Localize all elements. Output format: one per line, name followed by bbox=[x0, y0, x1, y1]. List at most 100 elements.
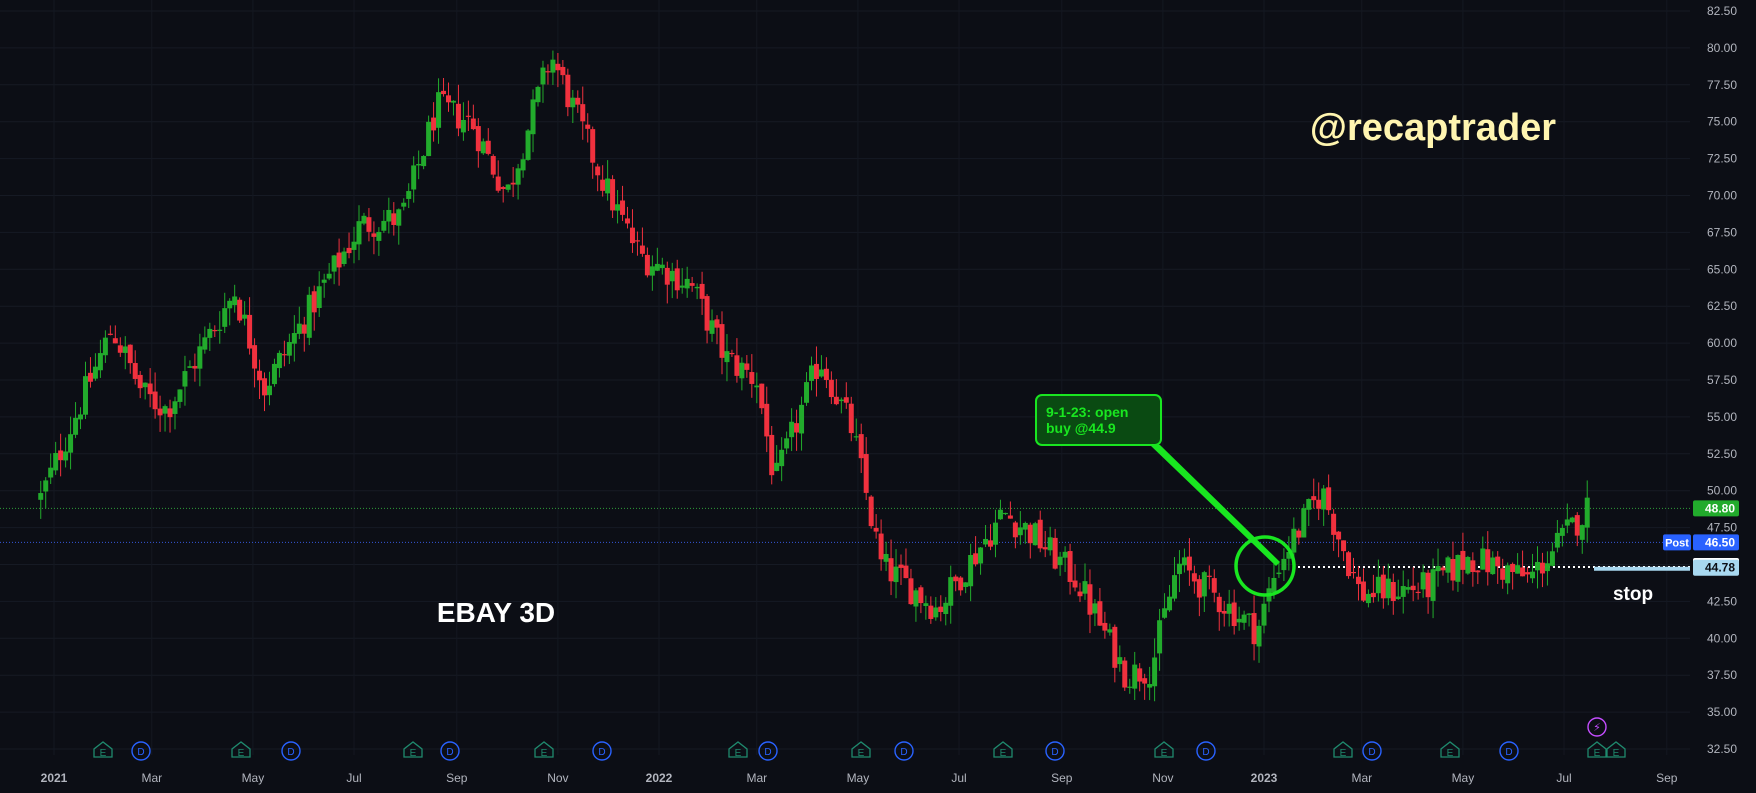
candle-body[interactable] bbox=[455, 103, 461, 129]
candle-body[interactable] bbox=[515, 168, 521, 185]
candle-body[interactable] bbox=[535, 86, 541, 103]
candle-body[interactable] bbox=[465, 115, 471, 117]
candle-body[interactable] bbox=[450, 100, 456, 103]
candle-body[interactable] bbox=[48, 467, 54, 478]
candle-body[interactable] bbox=[1296, 530, 1302, 538]
candle-body[interactable] bbox=[734, 355, 740, 376]
candle-body[interactable] bbox=[1082, 581, 1088, 594]
candle-body[interactable] bbox=[92, 366, 98, 379]
candle-body[interactable] bbox=[590, 129, 596, 163]
candle-body[interactable] bbox=[1117, 657, 1123, 665]
candle-body[interactable] bbox=[1077, 591, 1083, 597]
candle-body[interactable] bbox=[759, 383, 765, 409]
candle-body[interactable] bbox=[1186, 556, 1192, 571]
candle-body[interactable] bbox=[1251, 613, 1257, 645]
candle-body[interactable] bbox=[620, 200, 626, 215]
candle-body[interactable] bbox=[87, 372, 93, 382]
earnings-icon[interactable] bbox=[1333, 741, 1353, 758]
candle-body[interactable] bbox=[371, 233, 377, 237]
candle-body[interactable] bbox=[510, 182, 516, 185]
candle-body[interactable] bbox=[247, 314, 253, 349]
candle-body[interactable] bbox=[1231, 602, 1237, 627]
candle-body[interactable] bbox=[63, 451, 69, 461]
candle-body[interactable] bbox=[769, 434, 775, 476]
candle-body[interactable] bbox=[1440, 567, 1446, 571]
candle-body[interactable] bbox=[1445, 557, 1451, 573]
candle-body[interactable] bbox=[958, 577, 964, 591]
candle-body[interactable] bbox=[1067, 551, 1073, 582]
candle-body[interactable] bbox=[1276, 572, 1282, 575]
candle-body[interactable] bbox=[306, 294, 312, 338]
candle-body[interactable] bbox=[1306, 498, 1312, 510]
candle-body[interactable] bbox=[202, 337, 208, 350]
candle-body[interactable] bbox=[167, 408, 173, 418]
candle-body[interactable] bbox=[709, 320, 715, 334]
candle-body[interactable] bbox=[1112, 626, 1118, 668]
candle-body[interactable] bbox=[1271, 577, 1277, 593]
candle-body[interactable] bbox=[1341, 540, 1347, 552]
candle-body[interactable] bbox=[1365, 593, 1371, 604]
candle-body[interactable] bbox=[177, 389, 183, 402]
candle-body[interactable] bbox=[540, 67, 546, 85]
candle-body[interactable] bbox=[276, 352, 282, 369]
candle-body[interactable] bbox=[1346, 552, 1352, 577]
candle-body[interactable] bbox=[192, 365, 198, 369]
candle-body[interactable] bbox=[217, 329, 223, 331]
candle-body[interactable] bbox=[808, 365, 814, 381]
candle-body[interactable] bbox=[1420, 572, 1426, 590]
candle-body[interactable] bbox=[1311, 496, 1317, 501]
candle-body[interactable] bbox=[152, 391, 158, 410]
candle-body[interactable] bbox=[480, 141, 486, 154]
candle-body[interactable] bbox=[1236, 618, 1242, 623]
candle-body[interactable] bbox=[1321, 488, 1327, 510]
candle-body[interactable] bbox=[585, 124, 591, 129]
candle-body[interactable] bbox=[1127, 686, 1133, 688]
candle-body[interactable] bbox=[704, 296, 710, 331]
candle-body[interactable] bbox=[828, 379, 834, 398]
candle-body[interactable] bbox=[1147, 684, 1153, 688]
earnings-icon[interactable] bbox=[728, 741, 748, 758]
candle-body[interactable] bbox=[605, 178, 611, 194]
candle-body[interactable] bbox=[436, 92, 442, 128]
candle-body[interactable] bbox=[162, 406, 168, 414]
candle-body[interactable] bbox=[1142, 678, 1148, 684]
candle-body[interactable] bbox=[331, 255, 337, 272]
candle-body[interactable] bbox=[674, 268, 680, 291]
entry-callout[interactable]: 9-1-23: open buy @44.9 bbox=[1035, 394, 1296, 597]
events-row[interactable]: E D E D E D E D E D E D E D E D E D E D E ⚡ E bbox=[93, 717, 1626, 761]
candle-body[interactable] bbox=[1331, 513, 1337, 535]
candle-body[interactable] bbox=[570, 97, 576, 108]
candle-body[interactable] bbox=[1500, 568, 1506, 580]
candle-body[interactable] bbox=[356, 221, 362, 245]
candle-body[interactable] bbox=[1360, 581, 1366, 601]
candle-body[interactable] bbox=[1490, 557, 1496, 575]
candle-body[interactable] bbox=[38, 493, 44, 500]
candle-body[interactable] bbox=[1505, 565, 1511, 584]
candle-body[interactable] bbox=[898, 564, 904, 568]
dividend-icon[interactable] bbox=[894, 741, 914, 761]
candle-body[interactable] bbox=[1092, 603, 1098, 614]
candle-body[interactable] bbox=[1132, 664, 1138, 689]
candle-body[interactable] bbox=[794, 423, 800, 433]
candle-body[interactable] bbox=[774, 462, 780, 472]
candle-body[interactable] bbox=[222, 308, 228, 327]
candle-body[interactable] bbox=[873, 527, 879, 532]
candle-body[interactable] bbox=[366, 217, 372, 232]
candle-body[interactable] bbox=[764, 403, 770, 437]
candle-body[interactable] bbox=[127, 344, 133, 364]
candle-body[interactable] bbox=[754, 385, 760, 388]
candle-body[interactable] bbox=[530, 99, 536, 135]
candle-body[interactable] bbox=[505, 184, 511, 190]
dividend-icon[interactable] bbox=[281, 741, 301, 761]
candle-body[interactable] bbox=[132, 363, 138, 379]
candle-body[interactable] bbox=[1072, 580, 1078, 588]
candle-body[interactable] bbox=[719, 324, 725, 358]
candle-body[interactable] bbox=[43, 480, 49, 492]
candle-body[interactable] bbox=[903, 565, 909, 579]
candle-body[interactable] bbox=[475, 126, 481, 152]
earnings-icon[interactable] bbox=[231, 741, 251, 758]
candle-body[interactable] bbox=[634, 240, 640, 242]
candle-body[interactable] bbox=[550, 59, 556, 73]
candle-body[interactable] bbox=[266, 385, 272, 396]
candle-body[interactable] bbox=[227, 300, 233, 309]
